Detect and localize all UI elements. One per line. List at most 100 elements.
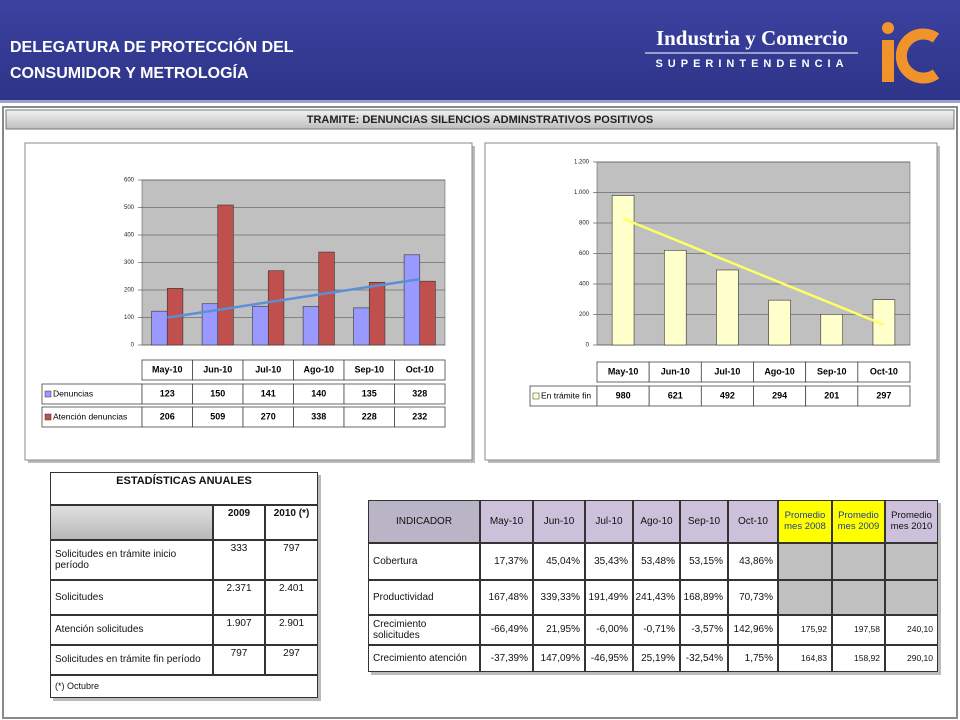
brand-name: Industria y Comercio	[656, 26, 848, 50]
value-cell: 2.901	[265, 615, 318, 645]
data-label: 270	[261, 411, 276, 421]
data-label: 492	[720, 390, 735, 400]
column-header: Sep-10	[680, 500, 728, 543]
trendline	[622, 217, 885, 326]
data-label: 140	[311, 388, 326, 398]
bar	[663, 249, 687, 346]
data-label: 232	[412, 411, 427, 421]
x-tick-label: Ago-10	[764, 366, 795, 376]
y-tick-label: 600	[579, 251, 590, 257]
bar	[217, 204, 234, 346]
bar	[353, 307, 370, 346]
value-cell: 191,49%	[585, 580, 633, 615]
row-label: Crecimiento atención	[368, 645, 480, 672]
legend-label: Denuncias	[53, 388, 93, 398]
data-label: 135	[362, 388, 377, 398]
bar	[252, 305, 269, 346]
value-cell: -6,00%	[585, 615, 633, 645]
logo	[882, 22, 940, 84]
y-tick-label: 1.200	[574, 160, 590, 166]
x-tick-label: Ago-10	[303, 364, 334, 374]
column-header: May-10	[480, 500, 533, 543]
value-cell: 240,10	[885, 615, 938, 645]
value-cell: 797	[213, 645, 265, 675]
header-title: CONSUMIDOR Y METROLOGÍA	[10, 63, 249, 82]
data-label: 201	[824, 390, 839, 400]
value-cell: 339,33%	[533, 580, 585, 615]
bar	[302, 306, 320, 346]
column-header: 2009	[213, 505, 265, 540]
header-title: DELEGATURA DE PROTECCIÓN DEL	[10, 37, 294, 56]
value-cell: 297	[265, 645, 318, 675]
table-title: ESTADÍSTICAS ANUALES	[50, 472, 318, 505]
data-label: 150	[210, 388, 225, 398]
value-cell: 25,19%	[633, 645, 680, 672]
brand-sub: SUPERINTENDENCIA	[655, 58, 848, 70]
value-cell: 142,96%	[728, 615, 778, 645]
bar	[820, 314, 844, 346]
value-cell: -66,49%	[480, 615, 533, 645]
bar	[267, 270, 285, 346]
empty-cell	[885, 580, 938, 615]
table-cell	[394, 359, 446, 381]
column-header: Promedio mes 2010	[885, 500, 938, 543]
value-cell: 147,09%	[533, 645, 585, 672]
value-cell: 290,10	[885, 645, 938, 672]
row-label: Productividad	[368, 580, 480, 615]
column-header: Promedio mes 2009	[832, 500, 885, 543]
value-cell: -37,39%	[480, 645, 533, 672]
row-label: Cobertura	[368, 543, 480, 580]
data-label: 228	[362, 411, 377, 421]
column-header: Oct-10	[728, 500, 778, 543]
value-cell: 45,04%	[533, 543, 585, 580]
section-title: TRAMITE: DENUNCIAS SILENCIOS ADMINSTRATI…	[307, 114, 654, 126]
value-cell: 70,73%	[728, 580, 778, 615]
bar	[872, 299, 896, 346]
value-cell: -32,54%	[680, 645, 728, 672]
column-header: INDICADOR	[368, 500, 480, 543]
value-cell: 2.371	[213, 580, 265, 615]
bar	[318, 251, 335, 346]
value-cell: 164,83	[778, 645, 832, 672]
x-tick-label: Jul-10	[255, 364, 281, 374]
column-header: Ago-10	[633, 500, 680, 543]
y-tick-label: 100	[124, 315, 135, 321]
empty-cell	[832, 543, 885, 580]
value-cell: 168,89%	[680, 580, 728, 615]
value-cell: -46,95%	[585, 645, 633, 672]
value-cell: 241,43%	[633, 580, 680, 615]
value-cell: 53,15%	[680, 543, 728, 580]
header-band	[0, 0, 960, 100]
data-label: 338	[311, 411, 326, 421]
data-label: 141	[261, 388, 276, 398]
x-tick-label: Oct-10	[406, 364, 434, 374]
column-header: Jun-10	[533, 500, 585, 543]
data-label: 509	[210, 411, 225, 421]
value-cell: 797	[265, 540, 318, 580]
header-cell	[50, 505, 213, 540]
y-tick-label: 800	[579, 221, 590, 227]
empty-cell	[778, 580, 832, 615]
legend-label: Atención denuncias	[53, 411, 127, 421]
bar	[716, 269, 739, 346]
x-tick-label: May-10	[152, 364, 183, 374]
value-cell: 2.401	[265, 580, 318, 615]
value-cell: 17,37%	[480, 543, 533, 580]
header-rule	[0, 100, 960, 103]
row-label: Crecimiento solicitudes	[368, 615, 480, 645]
data-label: 123	[160, 388, 175, 398]
bar	[768, 299, 791, 346]
table-cell	[394, 406, 446, 428]
value-cell: 167,48%	[480, 580, 533, 615]
data-label: 297	[876, 390, 891, 400]
column-header: Promedio mes 2008	[778, 500, 832, 543]
empty-cell	[885, 543, 938, 580]
legend-swatch	[44, 390, 52, 398]
x-tick-label: Jun-10	[661, 366, 690, 376]
column-header: Jul-10	[585, 500, 633, 543]
row-label: Solicitudes en trámite inicio período	[50, 540, 213, 580]
y-tick-label: 400	[579, 282, 590, 288]
x-tick-label: Jul-10	[714, 366, 740, 376]
bar	[151, 310, 168, 346]
bar	[611, 195, 635, 346]
